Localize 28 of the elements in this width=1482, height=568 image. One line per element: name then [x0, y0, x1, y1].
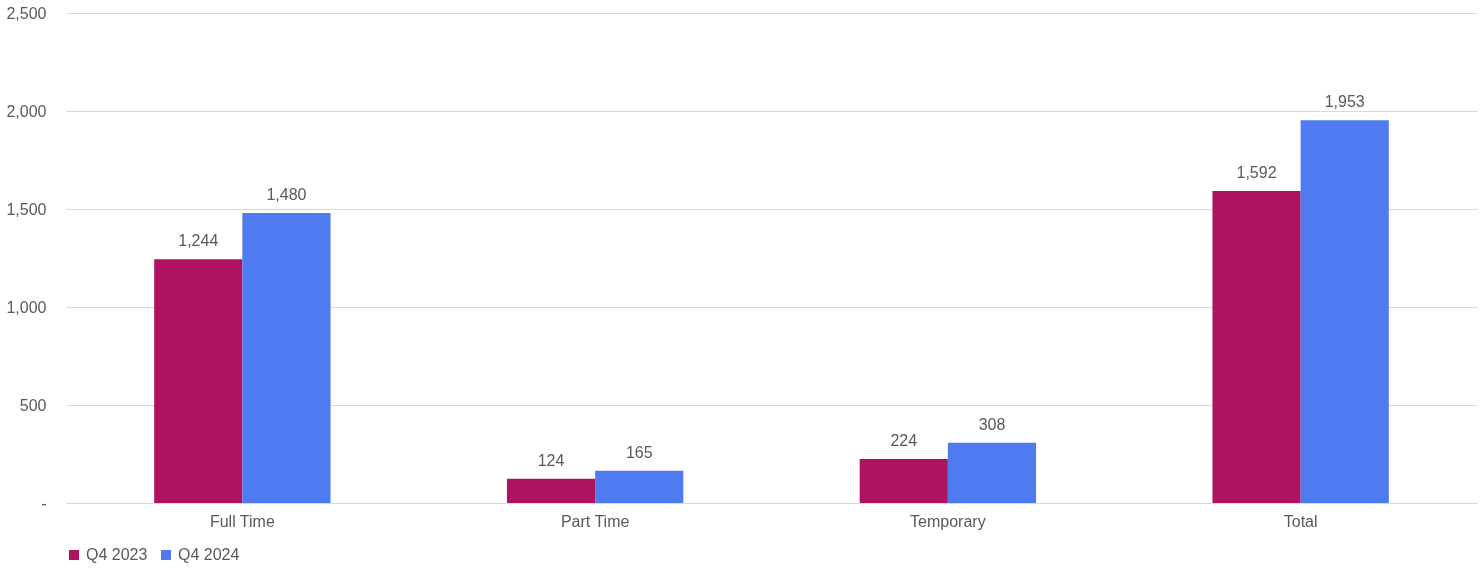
data-label: 1,953: [1324, 93, 1365, 111]
legend-label: Q4 2023: [86, 546, 148, 563]
x-tick-label: Temporary: [910, 512, 986, 530]
bar: [242, 212, 331, 503]
bar: [1300, 120, 1389, 503]
data-label: 1,480: [266, 185, 307, 203]
x-tick-label: Total: [1283, 512, 1318, 530]
bar: [1212, 190, 1301, 503]
bar: [506, 478, 596, 503]
data-label: 308: [978, 415, 1006, 433]
bar: [595, 470, 684, 503]
x-tick-label: Full Time: [209, 512, 275, 530]
bar: [154, 259, 243, 503]
y-tick-label: 2,000: [6, 102, 47, 120]
bar: [947, 442, 1037, 503]
data-label: 1,592: [1236, 163, 1277, 181]
bar: [859, 459, 948, 503]
data-label: 224: [890, 432, 918, 450]
y-tick-label: 2,500: [6, 4, 47, 22]
legend-label: Q4 2024: [178, 546, 240, 563]
y-tick-label: -: [41, 494, 47, 512]
data-label: 1,244: [178, 232, 219, 250]
y-tick-label: 1,500: [6, 200, 47, 218]
data-label: 124: [537, 451, 565, 469]
y-tick-label: 500: [19, 396, 47, 414]
y-tick-label: 1,000: [6, 298, 47, 316]
x-tick-label: Part Time: [560, 512, 630, 530]
data-label: 165: [625, 443, 653, 461]
